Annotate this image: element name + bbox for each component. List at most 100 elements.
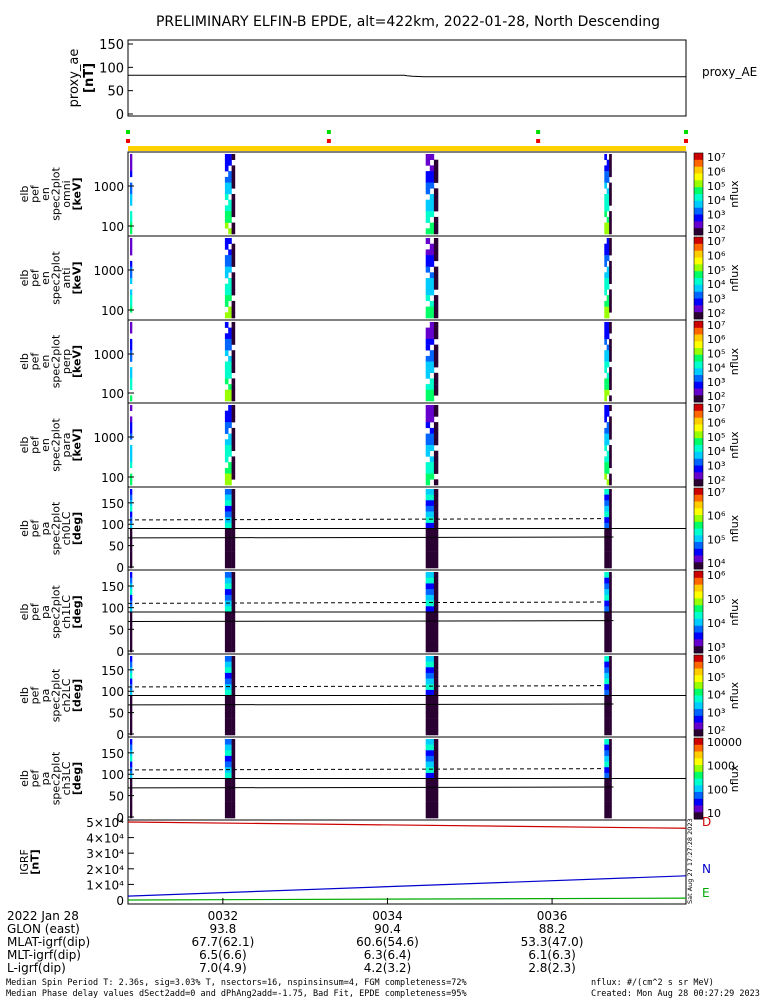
spectrogram-cell xyxy=(425,806,431,813)
spectrogram-cell xyxy=(433,789,439,796)
spectrogram-cell xyxy=(604,500,607,507)
spectrogram-cell xyxy=(606,344,610,351)
spectrogram-cell xyxy=(224,744,229,751)
spectrogram-cell xyxy=(228,389,232,396)
spectrogram-cell xyxy=(224,755,229,762)
spectrogram-cell xyxy=(228,500,232,507)
spectrogram-cell xyxy=(425,216,431,223)
spectrogram-cell xyxy=(425,612,431,618)
spectrogram-cell xyxy=(224,718,229,724)
spectrogram-cell xyxy=(231,289,236,296)
spectrogram-cell xyxy=(433,205,439,212)
chart-title: PRELIMINARY ELFIN-B EPDE, alt=422km, 202… xyxy=(156,14,660,30)
colorbar-segment xyxy=(694,562,703,570)
spectrogram-cell xyxy=(228,462,232,469)
pa-panel-ylabel: [deg] xyxy=(71,679,84,712)
spectrogram-cell xyxy=(429,795,435,802)
pa-panel-ylabel: pef xyxy=(29,686,42,705)
spectrogram-cell xyxy=(228,416,232,423)
spectrogram-cell xyxy=(604,562,607,569)
spectrogram-cell xyxy=(604,755,607,762)
energy-panel-ylabel: anti xyxy=(60,267,73,288)
spectrogram-cell xyxy=(609,159,612,166)
spectrogram-cell xyxy=(433,462,439,469)
spectrogram-cell xyxy=(224,422,229,429)
spectrogram-cell xyxy=(609,456,612,463)
status-red-marker xyxy=(126,139,130,143)
colorbar-tick-label: 10² xyxy=(707,724,725,737)
spectrogram-cell xyxy=(433,600,439,607)
spectrogram-cell xyxy=(228,617,232,624)
spectrogram-cell xyxy=(224,473,229,480)
colorbar-segment xyxy=(694,305,703,313)
energy-panel-ylabel: en xyxy=(39,355,52,369)
spectrogram-cell xyxy=(433,249,439,256)
spectrogram-cell xyxy=(433,216,439,223)
spectrogram-cell xyxy=(609,712,612,719)
spectrogram-cell xyxy=(604,795,607,802)
spectrogram-cell xyxy=(604,283,607,290)
spectrogram-cell xyxy=(224,589,229,596)
spectrogram-cell xyxy=(425,295,431,302)
colorbar-segment xyxy=(694,257,703,265)
spectrogram-cell xyxy=(231,312,236,319)
spectrogram-cell xyxy=(609,545,612,552)
spectrogram-cell xyxy=(425,606,431,613)
spectrogram-cell xyxy=(609,306,612,313)
spectrogram-cell xyxy=(433,511,439,518)
spectrogram-cell xyxy=(429,312,435,319)
spectrogram-cell xyxy=(606,312,610,319)
spectrogram-cell xyxy=(130,551,133,557)
spectrogram-cell xyxy=(609,646,612,653)
spectrogram-cell xyxy=(609,695,612,702)
colorbar-label: nflux xyxy=(728,431,741,459)
x-axis-row-value: 93.8 xyxy=(210,922,237,936)
spectrogram-cell xyxy=(609,295,612,302)
spectrogram-cell xyxy=(429,812,435,819)
spectrogram-cell xyxy=(609,182,612,189)
spectrogram-cell xyxy=(425,238,431,244)
status-green-marker xyxy=(684,130,688,134)
pa-panel-ylabel: pa xyxy=(39,689,52,703)
spectrogram-cell xyxy=(609,422,612,429)
spectrogram-cell xyxy=(606,306,610,313)
spectrogram-cell xyxy=(130,729,133,736)
spectrogram-cell xyxy=(130,278,133,284)
pa-panel-ylabel: elb xyxy=(18,604,31,621)
spectrogram-cell xyxy=(606,755,610,762)
spectrogram-cell xyxy=(224,577,229,584)
colorbar-segment xyxy=(694,388,703,396)
spectrogram-cell xyxy=(429,600,435,607)
spectrogram-cell xyxy=(231,528,236,535)
spectrogram-cell xyxy=(231,623,236,630)
spectrogram-cell xyxy=(604,489,607,495)
spectrogram-cell xyxy=(609,629,612,636)
spectrogram-cell xyxy=(606,623,610,630)
spectrogram-cell xyxy=(604,389,607,396)
spectrogram-cell xyxy=(604,367,607,373)
spectrogram-cell xyxy=(228,534,232,540)
pa-ytick-label: 50 xyxy=(109,540,124,554)
spectrogram-cell xyxy=(604,361,607,368)
spectrogram-cell xyxy=(606,467,610,474)
spectrogram-cell xyxy=(224,312,229,319)
colorbar-segment xyxy=(694,661,703,669)
colorbar-tick-label: 10 xyxy=(707,807,721,820)
colorbar-segment xyxy=(694,508,703,516)
spectrogram-cell xyxy=(604,583,607,590)
spectrogram-cell xyxy=(231,439,236,446)
igrf-legend-n: N xyxy=(702,862,711,876)
spectrogram-cell xyxy=(609,739,612,745)
energy-panel-ylabel: en xyxy=(39,438,52,452)
spectrogram-cell xyxy=(425,338,431,345)
x-axis-row-value: 0036 xyxy=(537,909,568,923)
spectrogram-cell xyxy=(429,623,435,630)
status-red-marker xyxy=(684,139,688,143)
colorbar-segment xyxy=(694,271,703,279)
spectrogram-cell xyxy=(429,761,435,768)
igrf-ytick-label: 4×10⁴ xyxy=(86,832,124,846)
spectrogram-cell xyxy=(231,211,236,218)
spectrogram-cell xyxy=(604,272,607,279)
spectrogram-cell xyxy=(609,551,612,557)
pa-panel-ylabel: elb xyxy=(18,770,31,787)
